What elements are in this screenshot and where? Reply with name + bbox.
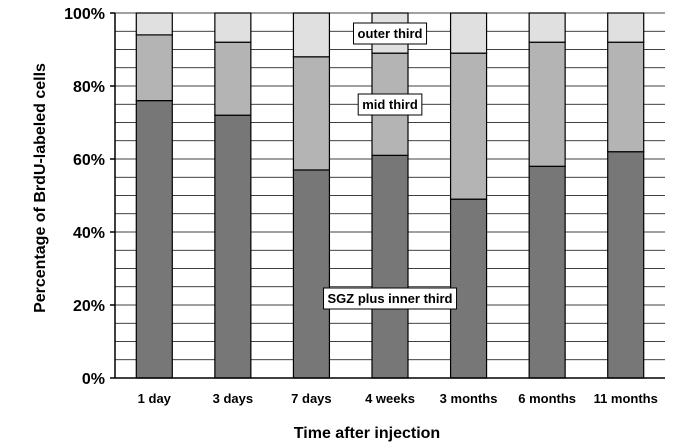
bar-mid-third bbox=[135, 34, 173, 102]
x-tick-label: 3 days bbox=[213, 391, 253, 406]
series-label-text: SGZ plus inner third bbox=[328, 291, 453, 306]
series-label-text: outer third bbox=[358, 26, 423, 41]
bar-outer-third bbox=[214, 12, 252, 43]
label-box bbox=[357, 93, 423, 116]
series-label-sgz-plus-inner-third: SGZ plus inner third bbox=[323, 287, 458, 310]
bar-outer-third bbox=[449, 12, 488, 54]
y-tick-label: 100% bbox=[64, 6, 105, 23]
y-tick-label: 20% bbox=[73, 298, 105, 315]
x-tick-label: 4 weeks bbox=[365, 391, 415, 406]
bar-mid-third bbox=[449, 52, 488, 200]
label-box bbox=[323, 287, 458, 310]
bar-mid-third bbox=[292, 56, 331, 171]
bar-outer-third bbox=[292, 12, 331, 58]
series-label-text: mid third bbox=[362, 97, 418, 112]
y-axis-title: Percentage of BrdU-labeled cells bbox=[32, 63, 49, 313]
bar-outer-third bbox=[135, 12, 173, 36]
x-axis-title: Time after injection bbox=[294, 425, 440, 442]
bar-sgz-plus-inner-third bbox=[292, 169, 331, 379]
series-label-outer-third: outer third bbox=[353, 22, 428, 45]
bar-outer-third bbox=[528, 12, 566, 43]
bar-mid-third bbox=[214, 41, 252, 116]
x-tick-labels: 1 day 3 days 7 days 4 weeks 3 months 6 months… bbox=[138, 391, 658, 406]
x-tick-label: 7 days bbox=[291, 391, 331, 406]
y-tick-label: 0% bbox=[82, 371, 105, 388]
bar-mid-third bbox=[607, 41, 645, 153]
y-tick-label: 80% bbox=[73, 79, 105, 96]
x-tick-label: 6 months bbox=[518, 391, 576, 406]
bars bbox=[135, 12, 645, 379]
bar-mid-third bbox=[528, 41, 566, 167]
y-tick-label: 40% bbox=[73, 225, 105, 242]
y-tick-labels: 0% 20% 40% 60% 80% 100% bbox=[64, 6, 115, 388]
bar-sgz-plus-inner-third bbox=[607, 151, 645, 379]
bar-sgz-plus-inner-third bbox=[214, 114, 252, 379]
label-box bbox=[353, 22, 428, 45]
x-tick-label: 1 day bbox=[138, 391, 172, 406]
x-tick-label: 11 months bbox=[594, 391, 658, 406]
x-tick-label: 3 months bbox=[440, 391, 498, 406]
series-labels: outer third mid third SGZ plus inner third bbox=[323, 22, 458, 310]
bar-outer-third bbox=[607, 12, 645, 43]
bar-sgz-plus-inner-third bbox=[135, 99, 173, 379]
bar-sgz-plus-inner-third bbox=[528, 165, 566, 379]
series-label-mid-third: mid third bbox=[357, 93, 423, 116]
bar-sgz-plus-inner-third bbox=[371, 154, 409, 379]
y-tick-label: 60% bbox=[73, 152, 105, 169]
